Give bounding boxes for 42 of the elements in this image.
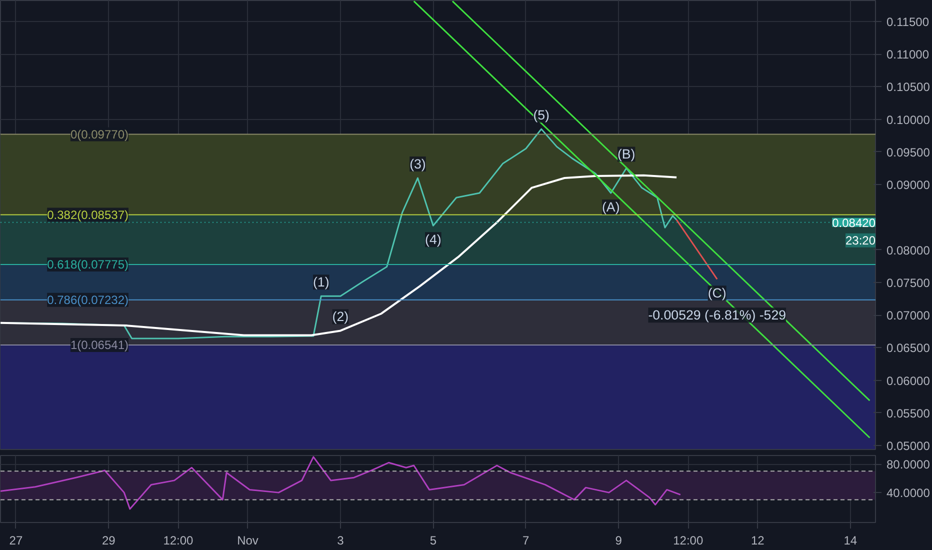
y-tick-label: 0.09500 <box>886 145 930 160</box>
ref-line-label: 0.618(0.07775) <box>47 257 129 272</box>
y-tick-label: 0.06500 <box>886 341 930 356</box>
annotation: (B) <box>617 146 636 162</box>
annotation: (3) <box>410 156 426 172</box>
ref-line-label: 1(0.06541) <box>70 338 129 352</box>
y-tick-label: 0.07500 <box>886 276 930 290</box>
annotation: (A) <box>602 200 620 215</box>
y-tick-label: 0.10500 <box>886 80 930 94</box>
x-tick-label: 5 <box>430 534 437 548</box>
y-tick-label: 0.08000 <box>886 243 930 258</box>
x-tick-label: 7 <box>522 534 530 548</box>
annotation: (C) <box>708 286 726 301</box>
annotation: (1) <box>312 274 330 290</box>
x-tick-label: 3 <box>337 534 344 548</box>
ref-line-label: 0.08420 <box>832 216 876 230</box>
y-tick-label: 0.11500 <box>886 14 930 29</box>
x-tick-label: 12:00 <box>163 534 194 548</box>
y-tick-label: 0.06000 <box>886 374 930 388</box>
x-tick-label: 12:00 <box>673 534 704 548</box>
y-tick-label: 0.10000 <box>886 112 930 127</box>
annotation: 23:20 <box>845 233 876 248</box>
ref-line-label: 0.382(0.08537) <box>47 208 129 222</box>
x-tick-label: 9 <box>615 534 622 548</box>
ref-line-label: 0.786(0.07232) <box>47 292 129 307</box>
annotation: (4) <box>425 232 442 248</box>
ref-line-label: 0(0.09770) <box>70 127 129 142</box>
x-tick-label: 29 <box>102 534 116 548</box>
x-tick-label: Nov <box>237 534 258 548</box>
x-tick-label: 14 <box>844 534 858 548</box>
y-tick-label: 80.0000 <box>886 458 930 472</box>
y-tick-label: 0.05000 <box>886 439 930 454</box>
annotation: (5) <box>533 108 550 123</box>
x-tick-label: 27 <box>9 534 23 548</box>
x-tick-label: 12 <box>751 534 765 548</box>
annotation: (2) <box>332 309 349 324</box>
y-tick-label: 0.11000 <box>886 48 930 62</box>
y-tick-label: 40.0000 <box>886 486 930 500</box>
y-tick-label: 0.07000 <box>886 308 930 323</box>
y-tick-label: 0.05500 <box>886 406 930 420</box>
y-tick-label: 0.09000 <box>886 178 930 192</box>
annotation: -0.00529 (-6.81%) -529 <box>648 308 786 323</box>
